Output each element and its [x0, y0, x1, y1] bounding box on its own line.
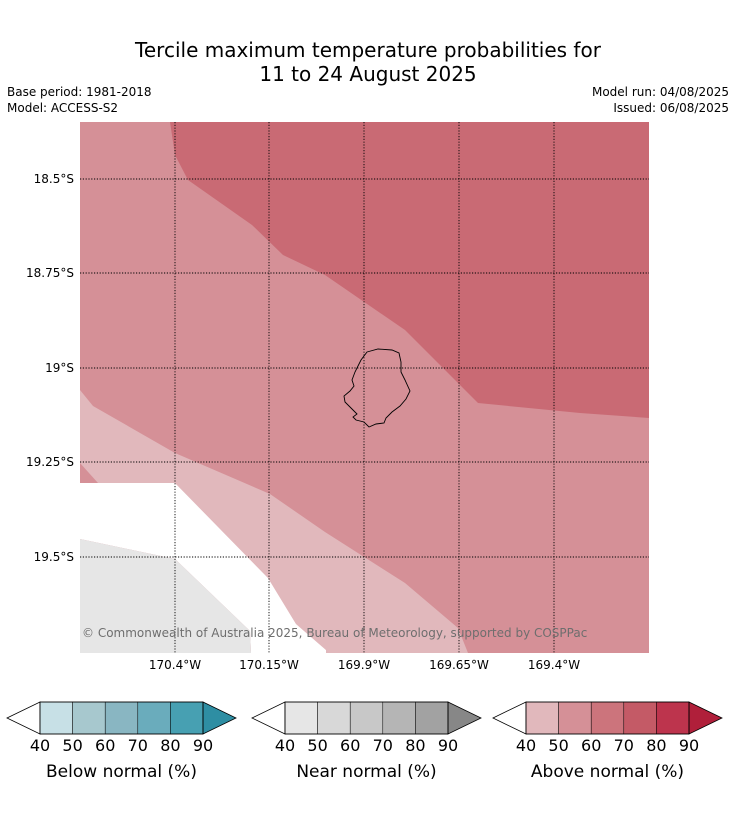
colorbar-extend-low [492, 701, 527, 735]
colorbar-tick-label: 40 [275, 736, 295, 755]
near-40-50-region [80, 539, 251, 653]
colorbar-tick-label: 40 [516, 736, 536, 755]
colorbar-extend-high [447, 701, 482, 735]
colorbar-outline [525, 701, 690, 735]
colorbar-below: 40 50 60 70 80 90 [6, 701, 237, 755]
lon-label: 169.65°W [429, 658, 489, 672]
colorbar-extend-high [688, 701, 723, 735]
lat-labels: 18.5°S 18.75°S 19°S 19.25°S 19.5°S [26, 172, 74, 564]
colorbar-title-above: Above normal (%) [530, 762, 685, 782]
colorbar-tick-label: 40 [30, 736, 50, 755]
colorbar-tick-label: 90 [438, 736, 458, 755]
colorbar-segment [137, 701, 171, 735]
colorbar-extend-low [6, 701, 41, 735]
colorbar-segment [623, 701, 657, 735]
colorbar-above: 40 50 60 70 80 90 [492, 701, 723, 755]
base-period-text: Base period: 1981-2018 [7, 85, 152, 99]
colorbar-segment [590, 701, 625, 735]
colorbar-tick-label: 70 [128, 736, 148, 755]
colorbar-segment [382, 701, 416, 735]
lon-label: 169.4°W [528, 658, 580, 672]
colorbar-outline [39, 701, 204, 735]
island-outline [343, 348, 411, 428]
model-run-text: Model run: 04/08/2025 [591, 85, 729, 99]
colorbar-segment [72, 701, 106, 735]
colorbar-tick-label: 90 [679, 736, 699, 755]
colorbar-extend-high [202, 701, 237, 735]
colorbar-segment [349, 701, 384, 735]
colorbar-segment [104, 701, 139, 735]
meta-right: Model run: 04/08/2025 Issued: 06/08/2025 [592, 84, 729, 116]
colorbar-tick-label: 70 [373, 736, 393, 755]
title-line-2: 11 to 24 August 2025 [259, 62, 477, 86]
graticule [80, 122, 649, 653]
colorbar-tick-label: 60 [581, 736, 601, 755]
colorbar-extend-low [251, 701, 286, 735]
colorbar-tick-label: 80 [646, 736, 666, 755]
colorbar-title-near: Near normal (%) [296, 762, 437, 782]
colorbar-segment [656, 701, 690, 735]
model-text: Model: ACCESS-S2 [7, 101, 119, 115]
colorbar-tick-label: 70 [614, 736, 634, 755]
colorbar-segment [558, 701, 592, 735]
colorbar-segment [284, 701, 318, 735]
title-line-1: Tercile maximum temperature probabilitie… [135, 38, 601, 62]
colorbar-tick-label: 90 [193, 736, 213, 755]
lat-label: 19.5°S [34, 550, 74, 564]
map-title: Tercile maximum temperature probabilitie… [0, 38, 736, 86]
colorbar-segment [39, 701, 73, 735]
above-40-50-region [80, 390, 468, 653]
map-panel: © Commonwealth of Australia 2025, Bureau… [80, 122, 649, 653]
no-dominant-region [80, 483, 326, 653]
lat-label: 19.25°S [26, 455, 74, 469]
lon-label: 169.9°W [338, 658, 390, 672]
lon-label: 170.4°W [149, 658, 201, 672]
meta-left: Base period: 1981-2018 Model: ACCESS-S2 [7, 84, 152, 116]
colorbar-tick-label: 50 [548, 736, 568, 755]
lat-label: 18.5°S [34, 172, 74, 186]
colorbar-segment [170, 701, 204, 735]
lat-label: 19°S [45, 361, 74, 375]
lon-labels: 170.4°W 170.15°W 169.9°W 169.65°W 169.4°… [149, 658, 580, 672]
colorbar-tick-label: 60 [340, 736, 360, 755]
colorbar-title-below: Below normal (%) [46, 762, 197, 782]
colorbar-segment [525, 701, 559, 735]
colorbar-tick-label: 50 [62, 736, 82, 755]
colorbar-tick-label: 80 [160, 736, 180, 755]
colorbar-segment [317, 701, 351, 735]
above-60-70-region [170, 122, 649, 418]
colorbar-tick-label: 80 [405, 736, 425, 755]
colorbar-outline [284, 701, 449, 735]
colorbar-tick-label: 60 [95, 736, 115, 755]
lon-label: 170.15°W [239, 658, 299, 672]
lat-label: 18.75°S [26, 266, 74, 280]
colorbar-segment [415, 701, 449, 735]
colorbar-tick-label: 50 [307, 736, 327, 755]
colorbar-near: 40 50 60 70 80 90 [251, 701, 482, 755]
issued-text: Issued: 06/08/2025 [613, 101, 729, 115]
copyright-text: © Commonwealth of Australia 2025, Bureau… [82, 626, 587, 640]
